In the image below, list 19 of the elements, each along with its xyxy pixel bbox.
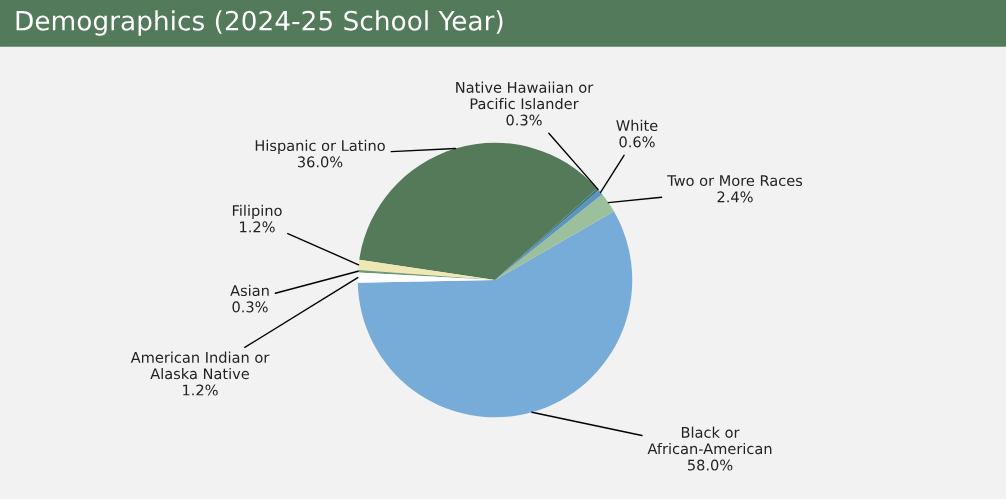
slice-label: Asian: [230, 284, 269, 297]
data-label: 58.0%: [687, 459, 733, 471]
data-label: 2.4%: [717, 191, 753, 203]
slice-label: Hispanic or Latino: [255, 139, 385, 154]
slice-label: Two or More Races: [667, 175, 803, 187]
pie-slice: [358, 259, 495, 280]
data-label: 1.2%: [240, 221, 275, 233]
slice-label: Native Hawaiian or Pacific Islander: [456, 81, 594, 110]
pie-slice: [357, 211, 633, 418]
slice-label: American Indian or Alaska Native: [130, 351, 270, 380]
data-label: 1.2%: [183, 384, 218, 396]
slice-label: Black or African-American: [647, 426, 772, 455]
data-label: 0.6%: [619, 136, 655, 148]
data-label: 0.3%: [506, 114, 542, 126]
chart-title: Demographics (2024-25 School Year): [16, 10, 503, 36]
data-label: 36.0%: [297, 156, 343, 168]
slice-label: Filipino: [232, 204, 282, 219]
data-label: 0.3%: [232, 301, 268, 313]
slice-label: White: [616, 119, 658, 132]
